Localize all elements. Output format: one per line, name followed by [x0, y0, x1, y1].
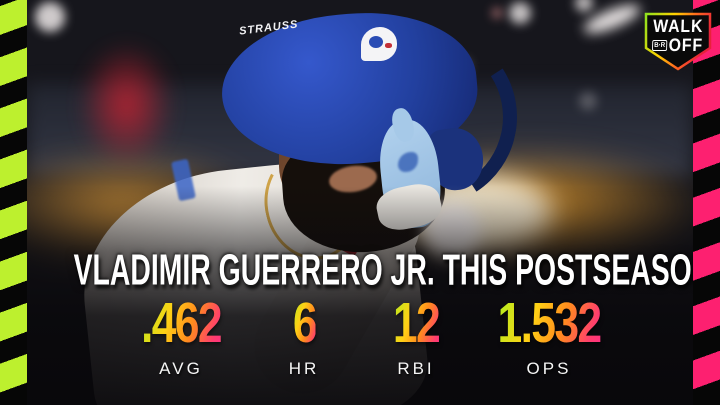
neon-green-border	[0, 0, 27, 405]
stat-avg: .462 AVG	[133, 292, 228, 379]
stat-rbi: 12 RBI	[389, 292, 444, 379]
walkoff-word-off-row: B·R OFF	[647, 35, 709, 55]
walkoff-logo: WALK B·R OFF	[643, 12, 713, 72]
stat-hr-label: HR	[288, 359, 320, 378]
walkoff-home-plate-outline	[644, 12, 712, 71]
bottom-gradient-overlay	[27, 0, 693, 405]
stat-hr-value: 6	[292, 292, 317, 355]
stat-rbi-label: RBI	[397, 359, 435, 378]
player-photo: STRAUSS VLADIMIR GUERRERO JR. THIS POSTS…	[27, 0, 693, 405]
stat-ops: 1.532 OPS	[488, 292, 611, 379]
walkoff-wordmark: WALK B·R OFF	[647, 16, 710, 55]
br-badge: B·R	[652, 39, 668, 51]
neon-pink-border	[693, 0, 720, 405]
stat-ops-label: OPS	[526, 359, 572, 378]
walkoff-word-off: OFF	[668, 35, 704, 55]
headline: VLADIMIR GUERRERO JR. THIS POSTSEASON	[73, 244, 693, 294]
stat-rbi-value: 12	[392, 292, 441, 355]
walkoff-word-walk: WALK	[652, 16, 704, 36]
stat-ops-value: 1.532	[497, 292, 602, 355]
stat-avg-label: AVG	[159, 359, 203, 378]
stat-avg-value: .462	[141, 292, 223, 355]
stat-hr: 6 HR	[288, 292, 320, 379]
